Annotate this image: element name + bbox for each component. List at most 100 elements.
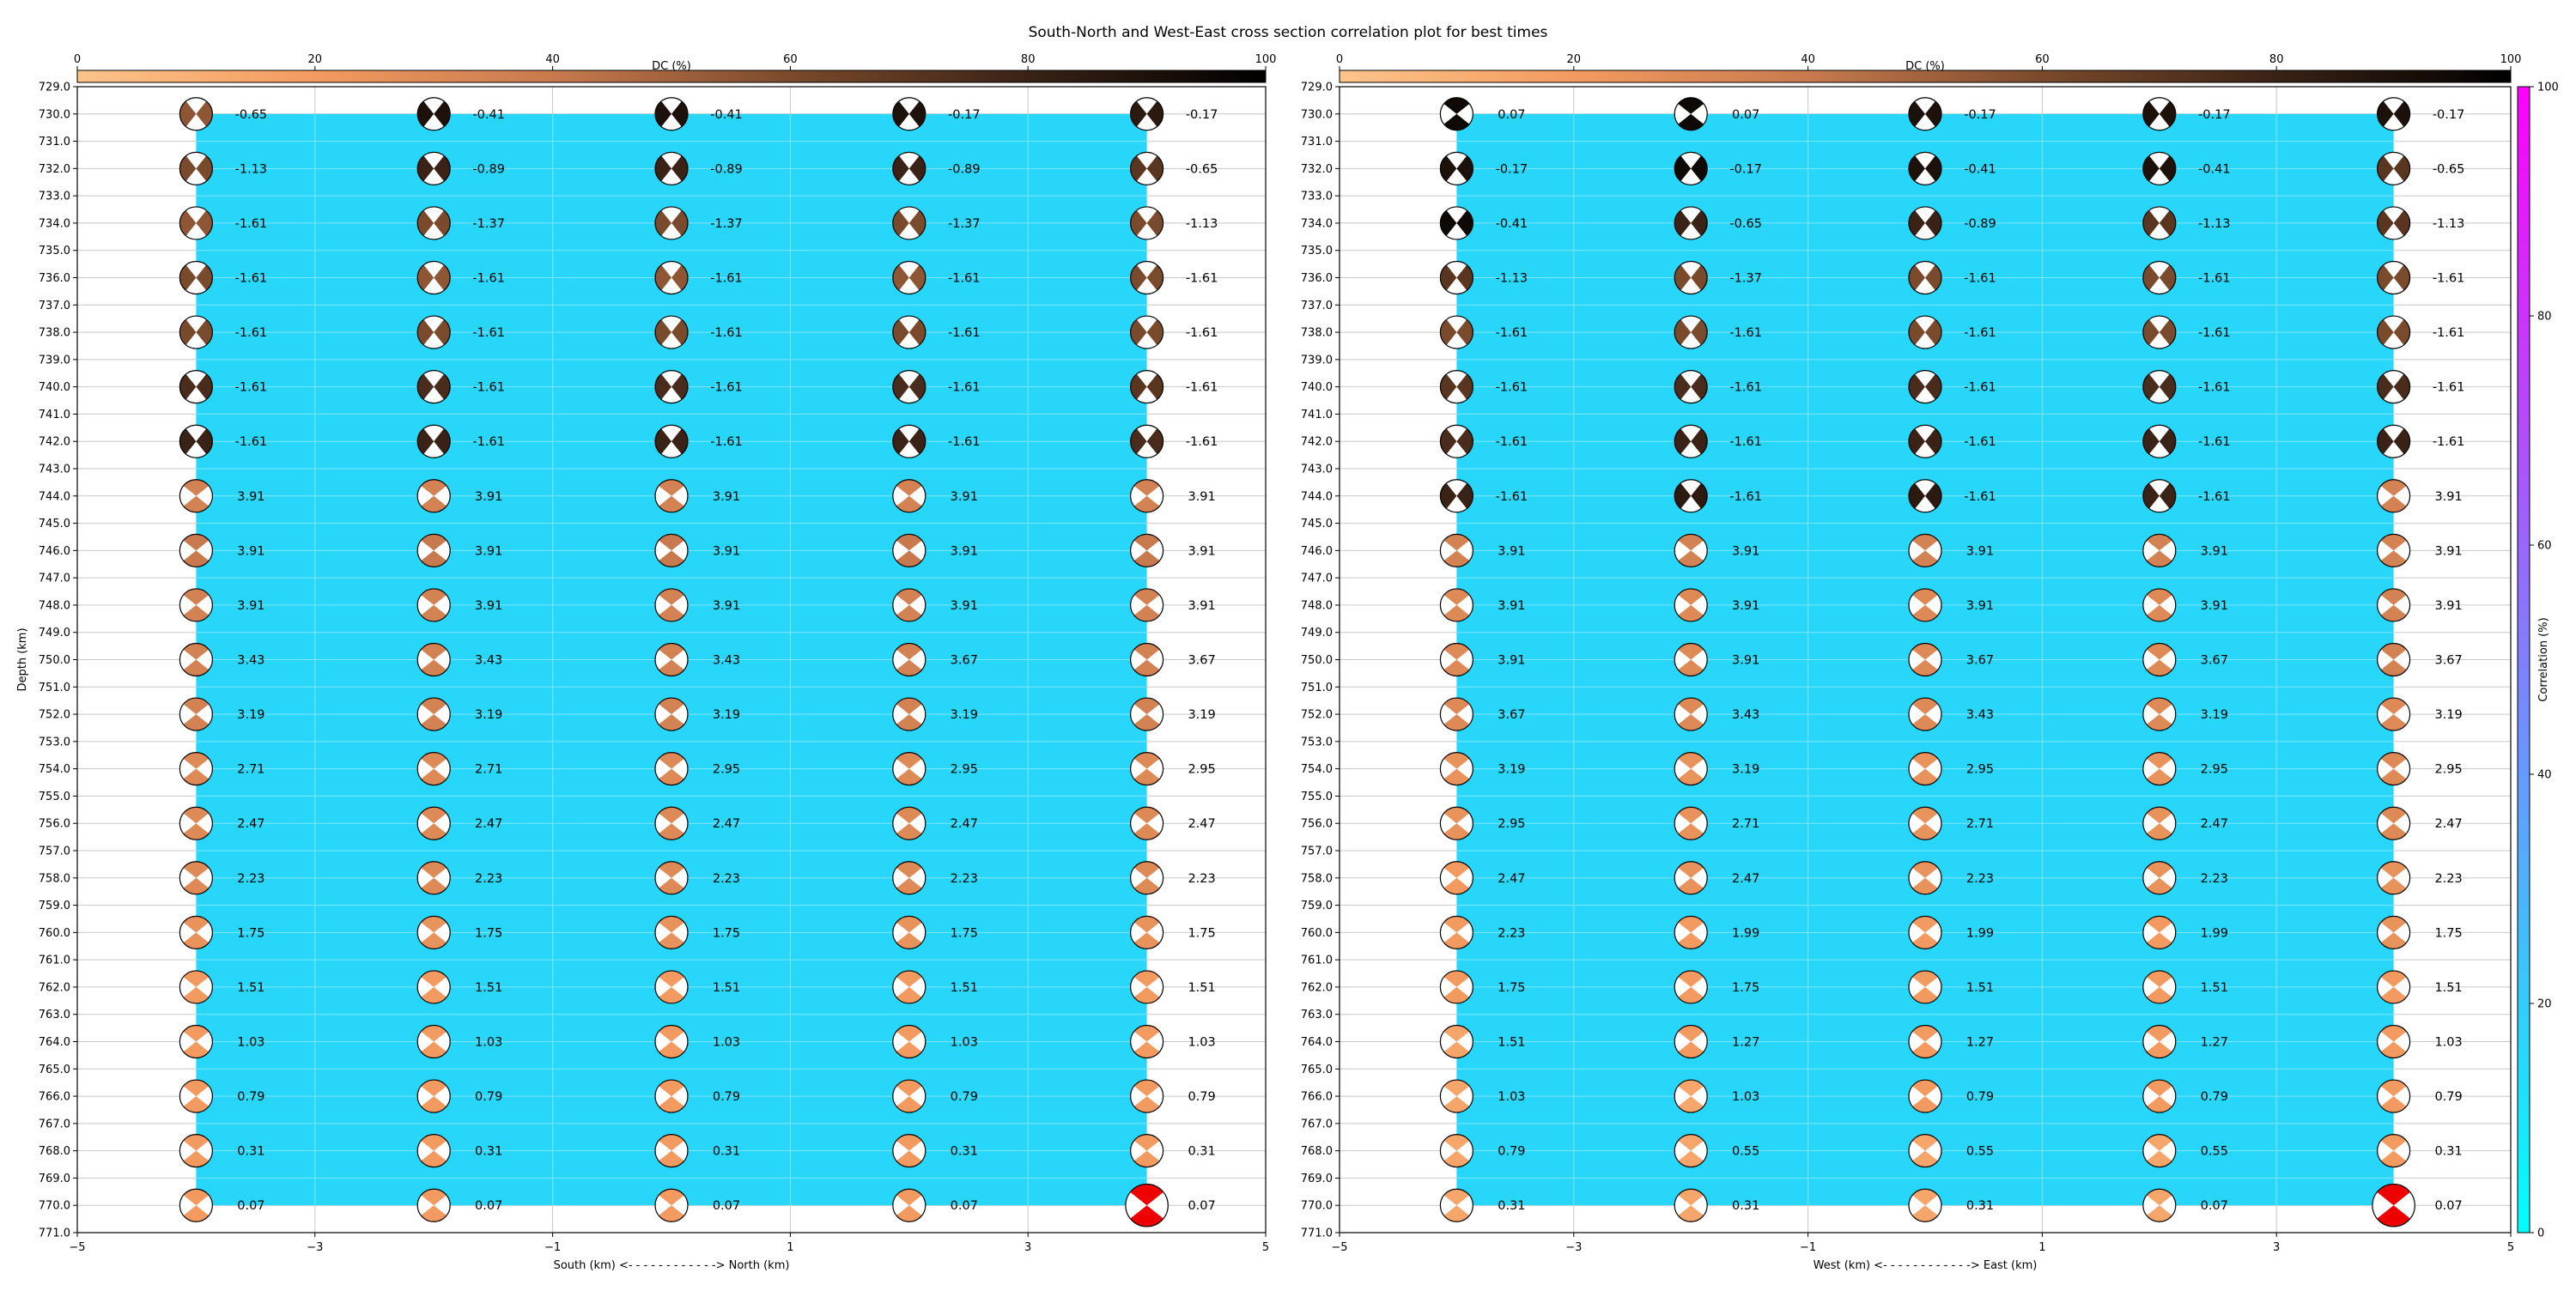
beachball-lobe — [1925, 482, 1941, 509]
beachball-outline — [1908, 479, 1942, 513]
beachball — [892, 970, 927, 1004]
beachball-outline — [179, 315, 213, 349]
y-tick-label: 733.0 — [39, 191, 70, 203]
data-label: 1.75 — [475, 926, 502, 940]
beachball-outline — [416, 206, 451, 240]
beachball-outline — [654, 1079, 689, 1113]
beachball-lobe — [896, 1096, 922, 1112]
beachball-outline — [1908, 260, 1942, 295]
y-tick-label: 768.0 — [1301, 1145, 1333, 1158]
data-label: 2.23 — [1966, 872, 1994, 886]
beachball-lobe — [1130, 155, 1147, 182]
beachball-lobe — [1130, 100, 1147, 127]
beachball-outline — [1908, 588, 1942, 622]
beachball — [1439, 915, 1474, 949]
beachball-lobe — [1678, 534, 1704, 551]
beachball-lobe — [1133, 698, 1160, 715]
beachball-lobe — [1912, 1134, 1938, 1151]
beachball-outline — [1125, 1183, 1169, 1227]
y-tick-label: 760.0 — [39, 927, 70, 940]
beachball-outline — [416, 370, 451, 404]
data-label: 2.47 — [713, 817, 740, 831]
beachball-outline — [654, 1188, 689, 1222]
beachball-lobe — [421, 1096, 447, 1112]
beachball-lobe — [1133, 768, 1160, 785]
beachball — [179, 752, 213, 786]
beachball-lobe — [2146, 1080, 2172, 1097]
beachball-lobe — [1678, 1205, 1704, 1222]
y-tick-label: 753.0 — [1301, 736, 1333, 749]
beachball-outline — [179, 424, 213, 458]
x-tick-label: 1 — [787, 1241, 793, 1254]
beachball — [1908, 315, 1942, 349]
beachball-lobe — [1691, 428, 1708, 455]
dc-colorbar-label: DC (%) — [652, 60, 691, 73]
x-tick-label: 3 — [2273, 1241, 2280, 1254]
beachball-lobe — [2146, 1041, 2172, 1058]
beachball-outline — [1674, 1024, 1708, 1059]
beachball — [179, 370, 213, 404]
data-label: -1.61 — [948, 326, 981, 340]
beachball-outline — [1439, 97, 1474, 131]
beachball — [2142, 97, 2177, 131]
beachball — [1129, 260, 1164, 295]
beachball-lobe — [659, 1150, 684, 1167]
beachball — [1129, 151, 1164, 185]
beachball-outline — [1674, 806, 1708, 840]
data-label: 2.47 — [2434, 817, 2462, 831]
beachball-lobe — [1146, 264, 1163, 291]
beachball — [2142, 151, 2177, 185]
beachball-outline — [1129, 861, 1164, 895]
data-label: 3.91 — [2201, 599, 2228, 613]
data-label: 0.79 — [1188, 1090, 1215, 1104]
beachball — [1439, 1188, 1474, 1222]
beachball-lobe — [1678, 659, 1704, 676]
beachball-lobe — [1912, 752, 1938, 769]
data-label: 1.27 — [1732, 1036, 1759, 1050]
y-tick-label: 762.0 — [39, 981, 70, 994]
beachball-lobe — [1912, 932, 1938, 949]
beachball — [1908, 642, 1942, 677]
data-label: -1.61 — [235, 272, 268, 286]
data-label: -0.65 — [2433, 162, 2465, 176]
beachball-lobe — [1440, 319, 1457, 345]
beachball — [179, 151, 213, 185]
beachball-lobe — [1133, 643, 1160, 660]
data-label: 3.91 — [2434, 490, 2462, 504]
beachball — [179, 970, 213, 1004]
beachball — [416, 97, 451, 131]
beachball-lobe — [179, 428, 197, 455]
beachball-lobe — [1912, 643, 1938, 660]
y-tick-label: 748.0 — [39, 599, 70, 612]
data-label: 2.71 — [1732, 817, 1759, 831]
beachball-outline — [2142, 861, 2177, 895]
y-tick-label: 764.0 — [1301, 1036, 1333, 1049]
data-label: -1.61 — [710, 435, 743, 449]
beachball-outline — [1439, 1024, 1474, 1059]
y-tick-label: 759.0 — [1301, 900, 1333, 912]
y-tick-label: 730.0 — [1301, 108, 1333, 121]
beachball-lobe — [434, 373, 451, 400]
beachball-outline — [1129, 533, 1164, 567]
beachball-lobe — [1130, 210, 1147, 236]
beachball-lobe — [2377, 1184, 2410, 1206]
beachball-outline — [2377, 424, 2411, 458]
beachball — [1674, 915, 1708, 949]
beachball-outline — [1129, 315, 1164, 349]
beachball — [2377, 151, 2411, 185]
beachball-lobe — [2380, 714, 2407, 730]
beachball-lobe — [2393, 428, 2410, 455]
beachball-lobe — [421, 604, 447, 621]
beachball-outline — [2377, 915, 2411, 949]
beachball-lobe — [2146, 916, 2172, 933]
data-label: 1.03 — [1188, 1036, 1215, 1050]
data-label: -0.17 — [1186, 108, 1218, 122]
beachball — [1439, 260, 1474, 295]
data-label: 3.91 — [237, 544, 264, 558]
beachball-outline — [2377, 697, 2411, 731]
beachball — [1129, 97, 1164, 131]
beachball-outline — [1674, 861, 1708, 895]
beachball — [1129, 642, 1164, 677]
correlation-colorbar-tick-label: 100 — [2537, 82, 2559, 94]
beachball-lobe — [2146, 1025, 2172, 1042]
